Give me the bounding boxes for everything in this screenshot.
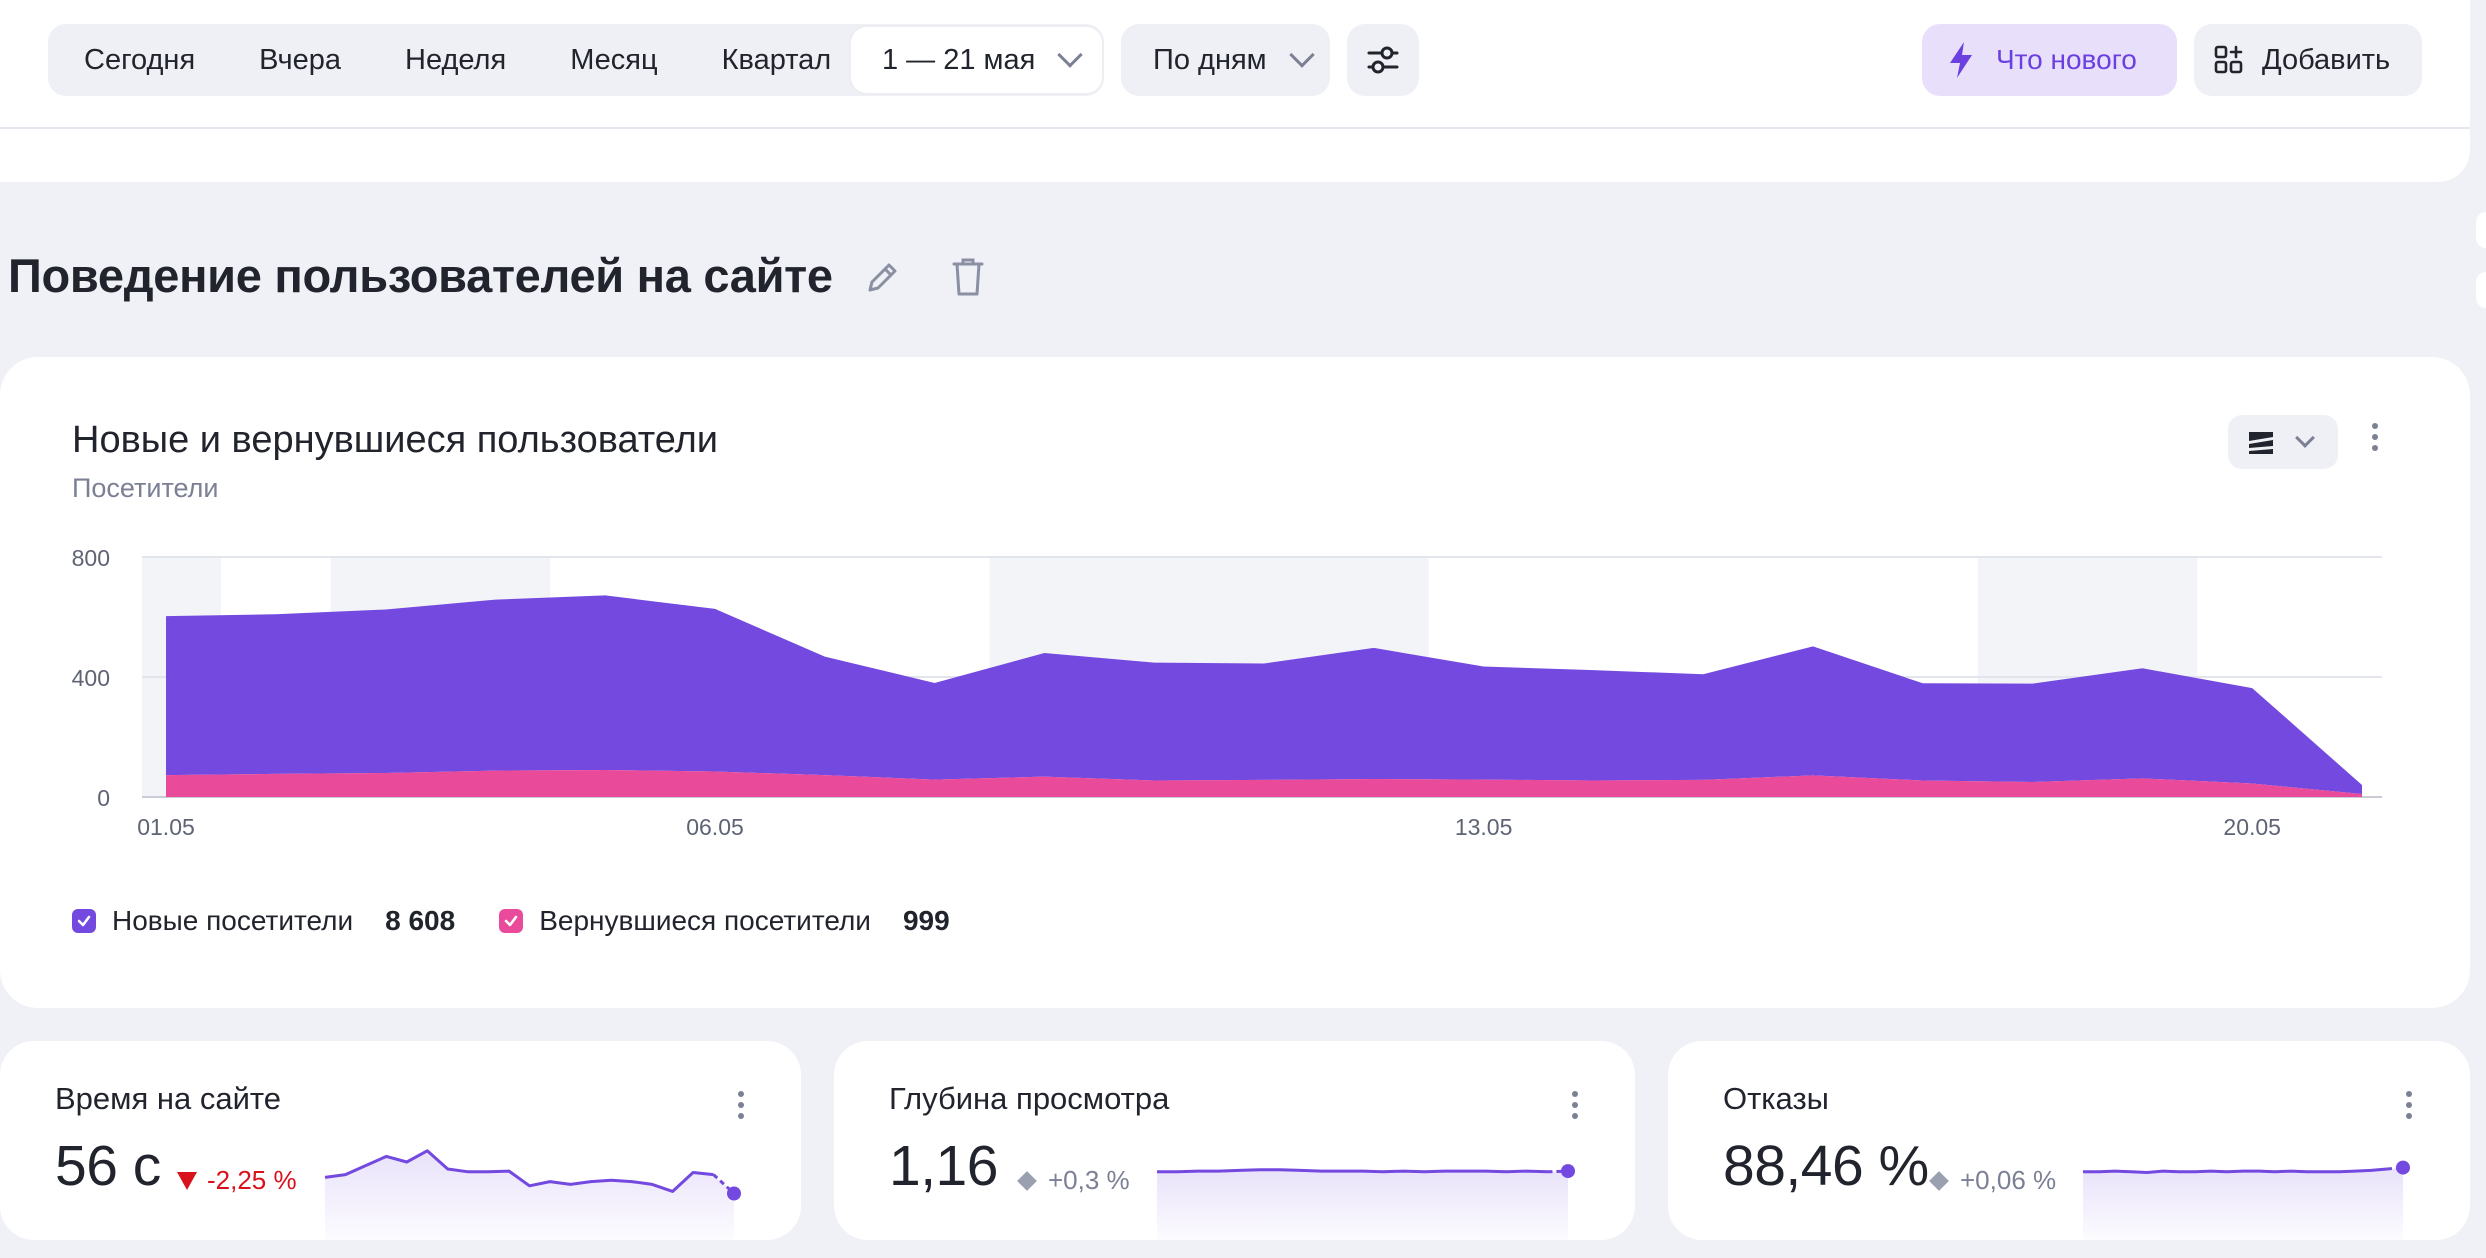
area-chart: 800 400 0 01.05 06.05 13.05 20.05 [72,545,2382,840]
sparkline-forecast [1547,1169,1569,1174]
sparkline-area [325,1150,734,1240]
legend-item-new[interactable]: Новые посетители 8 608 [72,905,455,937]
dot [2372,434,2378,440]
grouping-select[interactable]: По дням [1121,24,1330,96]
legend-label: Новые посетители [112,905,354,936]
metric-change-value: +0,06 % [1960,1165,2057,1195]
dot [738,1091,744,1097]
period-today-button[interactable]: Сегодня [84,44,196,76]
scroll-edge-marker [2476,272,2486,308]
chevron-down-icon [1057,42,1084,68]
triangle-down-icon [177,1171,197,1190]
users-chart-card: Новые и вернувшиеся пользователи Посетит… [0,357,2470,1008]
pencil-icon[interactable] [862,258,902,298]
x-tick-label: 13.05 [1455,814,1513,840]
chevron-down-icon [1288,42,1315,68]
sparkline-forecast [712,1173,736,1195]
sparkline-line [2083,1167,2388,1174]
sparkline-endpoint [1561,1164,1575,1179]
legend-label: Вернувшиеся посетители [539,905,871,936]
legend-total: 8 608 [385,905,456,936]
sparkline-area [2083,1167,2403,1240]
metric-title: Отказы [1723,1081,1829,1116]
chart-subtitle: Посетители [72,473,219,503]
x-tick-label: 01.05 [137,814,195,840]
sparkline-line [1157,1168,1548,1174]
metric-menu-button[interactable] [736,1091,746,1119]
checkbox-icon[interactable] [72,909,96,933]
y-tick-label: 800 [72,545,110,571]
metric-title: Время на сайте [55,1081,281,1116]
x-tick-label: 06.05 [686,814,744,840]
add-widget-button[interactable]: Добавить [2194,24,2422,96]
metric-title: Глубина просмотра [889,1081,1170,1116]
metric-change-value: +0,3 % [1048,1165,1130,1195]
filters-button[interactable] [1347,24,1419,96]
trash-icon[interactable] [950,256,986,298]
metric-change: -2,25 % [177,1165,297,1196]
sparkline [324,1149,741,1240]
dot [1572,1102,1578,1108]
toolbar-divider [0,127,2470,129]
stacked-area-icon [2249,432,2273,454]
metric-menu-button[interactable] [1570,1091,1580,1119]
chart-title: Новые и вернувшиеся пользователи [72,419,719,461]
metric-change-value: -2,25 % [207,1165,297,1195]
lightning-icon [1950,42,1972,78]
metric-value: 56 с [55,1134,161,1198]
period-yesterday-button[interactable]: Вчера [259,44,342,76]
dot [2406,1113,2412,1119]
checkbox-icon[interactable] [499,909,524,933]
dot [1572,1091,1578,1097]
dot [2372,445,2378,451]
chart-legend: Новые посетители 8 608 Вернувшиеся посет… [72,905,950,937]
section-title: Поведение пользователей на сайте [8,249,833,302]
dot [2406,1102,2412,1108]
chart-type-button[interactable] [2228,415,2338,469]
chart-menu-button[interactable] [2370,423,2380,451]
add-widget-label: Добавить [2262,43,2391,76]
whats-new-label: Что нового [1996,44,2137,75]
dot [1572,1113,1578,1119]
metric-change: +0,06 % [1929,1165,2057,1196]
sparkline [1157,1164,1575,1240]
scroll-edge-marker [2476,212,2486,248]
x-tick-label: 20.05 [2223,814,2281,840]
period-week-button[interactable]: Неделя [405,44,507,76]
dot [2406,1091,2412,1097]
grouping-label: По дням [1153,43,1267,76]
dot [738,1102,744,1108]
date-range-label: 1 — 21 мая [882,43,1036,76]
period-quarter-button[interactable]: Квартал [721,44,832,76]
period-month-button[interactable]: Месяц [570,44,658,76]
date-range-picker[interactable]: 1 — 21 мая [851,27,1102,93]
add-widget-icon [2214,45,2243,74]
whats-new-button[interactable]: Что нового [1922,24,2177,96]
metric-card-bounce: Отказы 88,46 % +0,06 % [1668,1041,2470,1240]
legend-total: 999 [902,905,950,936]
y-tick-label: 0 [97,785,110,811]
toolbar-panel: Сегодня Вчера Неделя Месяц Квартал 1 — 2… [0,0,2470,182]
dot [738,1113,744,1119]
sparkline-area [1157,1169,1568,1240]
sparkline-line [324,1149,714,1193]
sparkline-endpoint [727,1186,741,1201]
series-area-new [166,595,2362,794]
sliders-icon [1367,46,1399,74]
metric-menu-button[interactable] [2404,1091,2414,1119]
metric-change: +0,3 % [1017,1165,1130,1196]
series-area-returning [166,770,2362,797]
sparkline [2083,1160,2410,1240]
metric-value: 88,46 % [1723,1134,1929,1198]
dot [2372,423,2378,429]
metric-card-time: Время на сайте 56 с -2,25 % [0,1041,801,1240]
y-tick-label: 400 [72,665,110,691]
metric-value: 1,16 [889,1134,998,1198]
legend-item-returning[interactable]: Вернувшиеся посетители 999 [499,905,950,937]
sparkline-endpoint [2396,1160,2410,1175]
metric-card-depth: Глубина просмотра 1,16 +0,3 % [834,1041,1635,1240]
